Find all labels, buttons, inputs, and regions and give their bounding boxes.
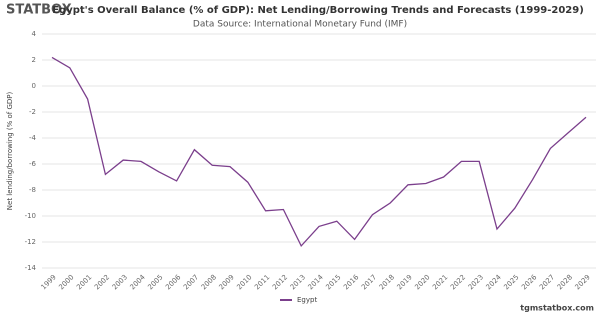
y-tick-label: -8 [29,186,36,194]
x-tick-label: 2010 [235,273,253,291]
x-tick-label: 2018 [378,273,396,291]
x-tick-label: 2020 [413,273,431,291]
x-tick-label: 1999 [40,273,58,291]
x-tick-label: 2013 [289,273,307,291]
x-tick-label: 2009 [218,273,236,291]
y-tick-label: -4 [29,134,37,142]
x-tick-label: 2003 [111,273,129,291]
x-tick-label: 2000 [57,273,75,291]
x-tick-label: 2002 [93,273,111,291]
logo: STATBOX [6,3,72,18]
x-tick-label: 2024 [485,273,504,292]
x-tick-label: 2004 [129,273,148,292]
x-tick-label: 2015 [324,273,342,291]
legend-label: Egypt [297,296,317,304]
x-tick-label: 2006 [164,273,183,292]
x-tick-label: 2025 [502,273,520,291]
x-tick-label: 2001 [75,273,93,291]
y-tick-label: -2 [29,108,36,116]
chart-subtitle: Data Source: International Monetary Fund… [193,20,407,30]
y-tick-label: -14 [25,264,37,272]
x-tick-label: 2019 [396,273,414,291]
y-tick-label: -6 [29,160,37,168]
x-tick-label: 2007 [182,273,200,291]
x-tick-label: 2005 [146,273,164,291]
x-tick-label: 2026 [520,273,539,292]
y-tick-label: 0 [32,82,36,90]
x-tick-label: 2014 [307,273,326,292]
x-tick-label: 2016 [342,273,361,292]
x-tick-label: 2028 [556,273,574,291]
x-tick-label: 2011 [253,273,271,291]
x-tick-label: 2027 [538,273,556,291]
x-tick-label: 2021 [431,273,449,291]
x-tick-label: 2029 [574,273,592,291]
x-tick-label: 2012 [271,273,289,291]
footer: tgmstatbox.com [520,304,594,313]
y-tick-label: 2 [32,56,36,64]
line [51,56,587,248]
y-tick-label: -10 [25,212,36,220]
chart-title: Egypt's Overall Balance (% of GDP): Net … [52,5,584,16]
x-tick-label: 2023 [467,273,485,291]
y-tick-label: -12 [25,238,36,246]
y-tick-label: 4 [32,30,37,38]
x-tick-label: 2008 [200,273,218,291]
x-tick-label: 2017 [360,273,378,291]
x-tick-label: 2022 [449,273,467,291]
y-axis-label: Net lending/borrowing (% of GDP) [6,92,14,211]
